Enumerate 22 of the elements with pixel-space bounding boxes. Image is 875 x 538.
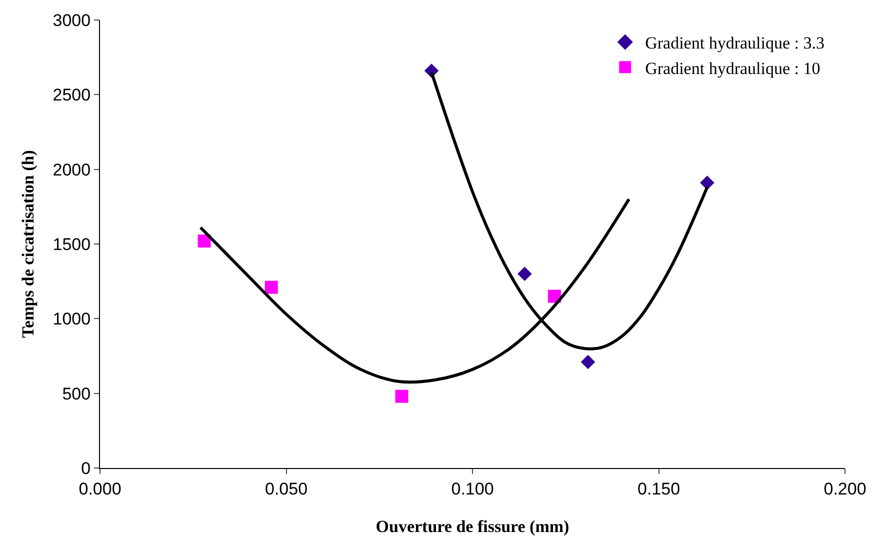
point: [580, 354, 596, 370]
legend-label: Gradient hydraulique : 3.3: [645, 34, 825, 53]
y-tick-label: 2000: [52, 160, 91, 180]
legend-label: Gradient hydraulique : 10: [645, 58, 820, 78]
point: [395, 390, 408, 403]
x-axis-title: Ouverture de fissure (mm): [376, 516, 570, 536]
y-tick-label: 3000: [52, 10, 91, 30]
x-tick-label: 0.050: [264, 479, 308, 498]
point: [518, 266, 532, 282]
y-axis-title: Temps de cicatrisation (h): [18, 150, 38, 338]
point: [700, 176, 714, 190]
y-tick-label: 500: [62, 384, 91, 404]
point: [198, 234, 211, 248]
x-tick-label: 0.150: [637, 479, 680, 498]
y-tick-label: 0: [81, 458, 91, 478]
x-tick-label: 0.200: [824, 479, 866, 498]
x-tick-label: 0.000: [78, 479, 122, 498]
y-tick-label: 2500: [52, 86, 91, 105]
point: [264, 280, 278, 294]
y-tick-label: 1000: [52, 310, 91, 329]
x-tick-label: 0.100: [451, 479, 494, 498]
y-tick-label: 1500: [52, 234, 91, 254]
